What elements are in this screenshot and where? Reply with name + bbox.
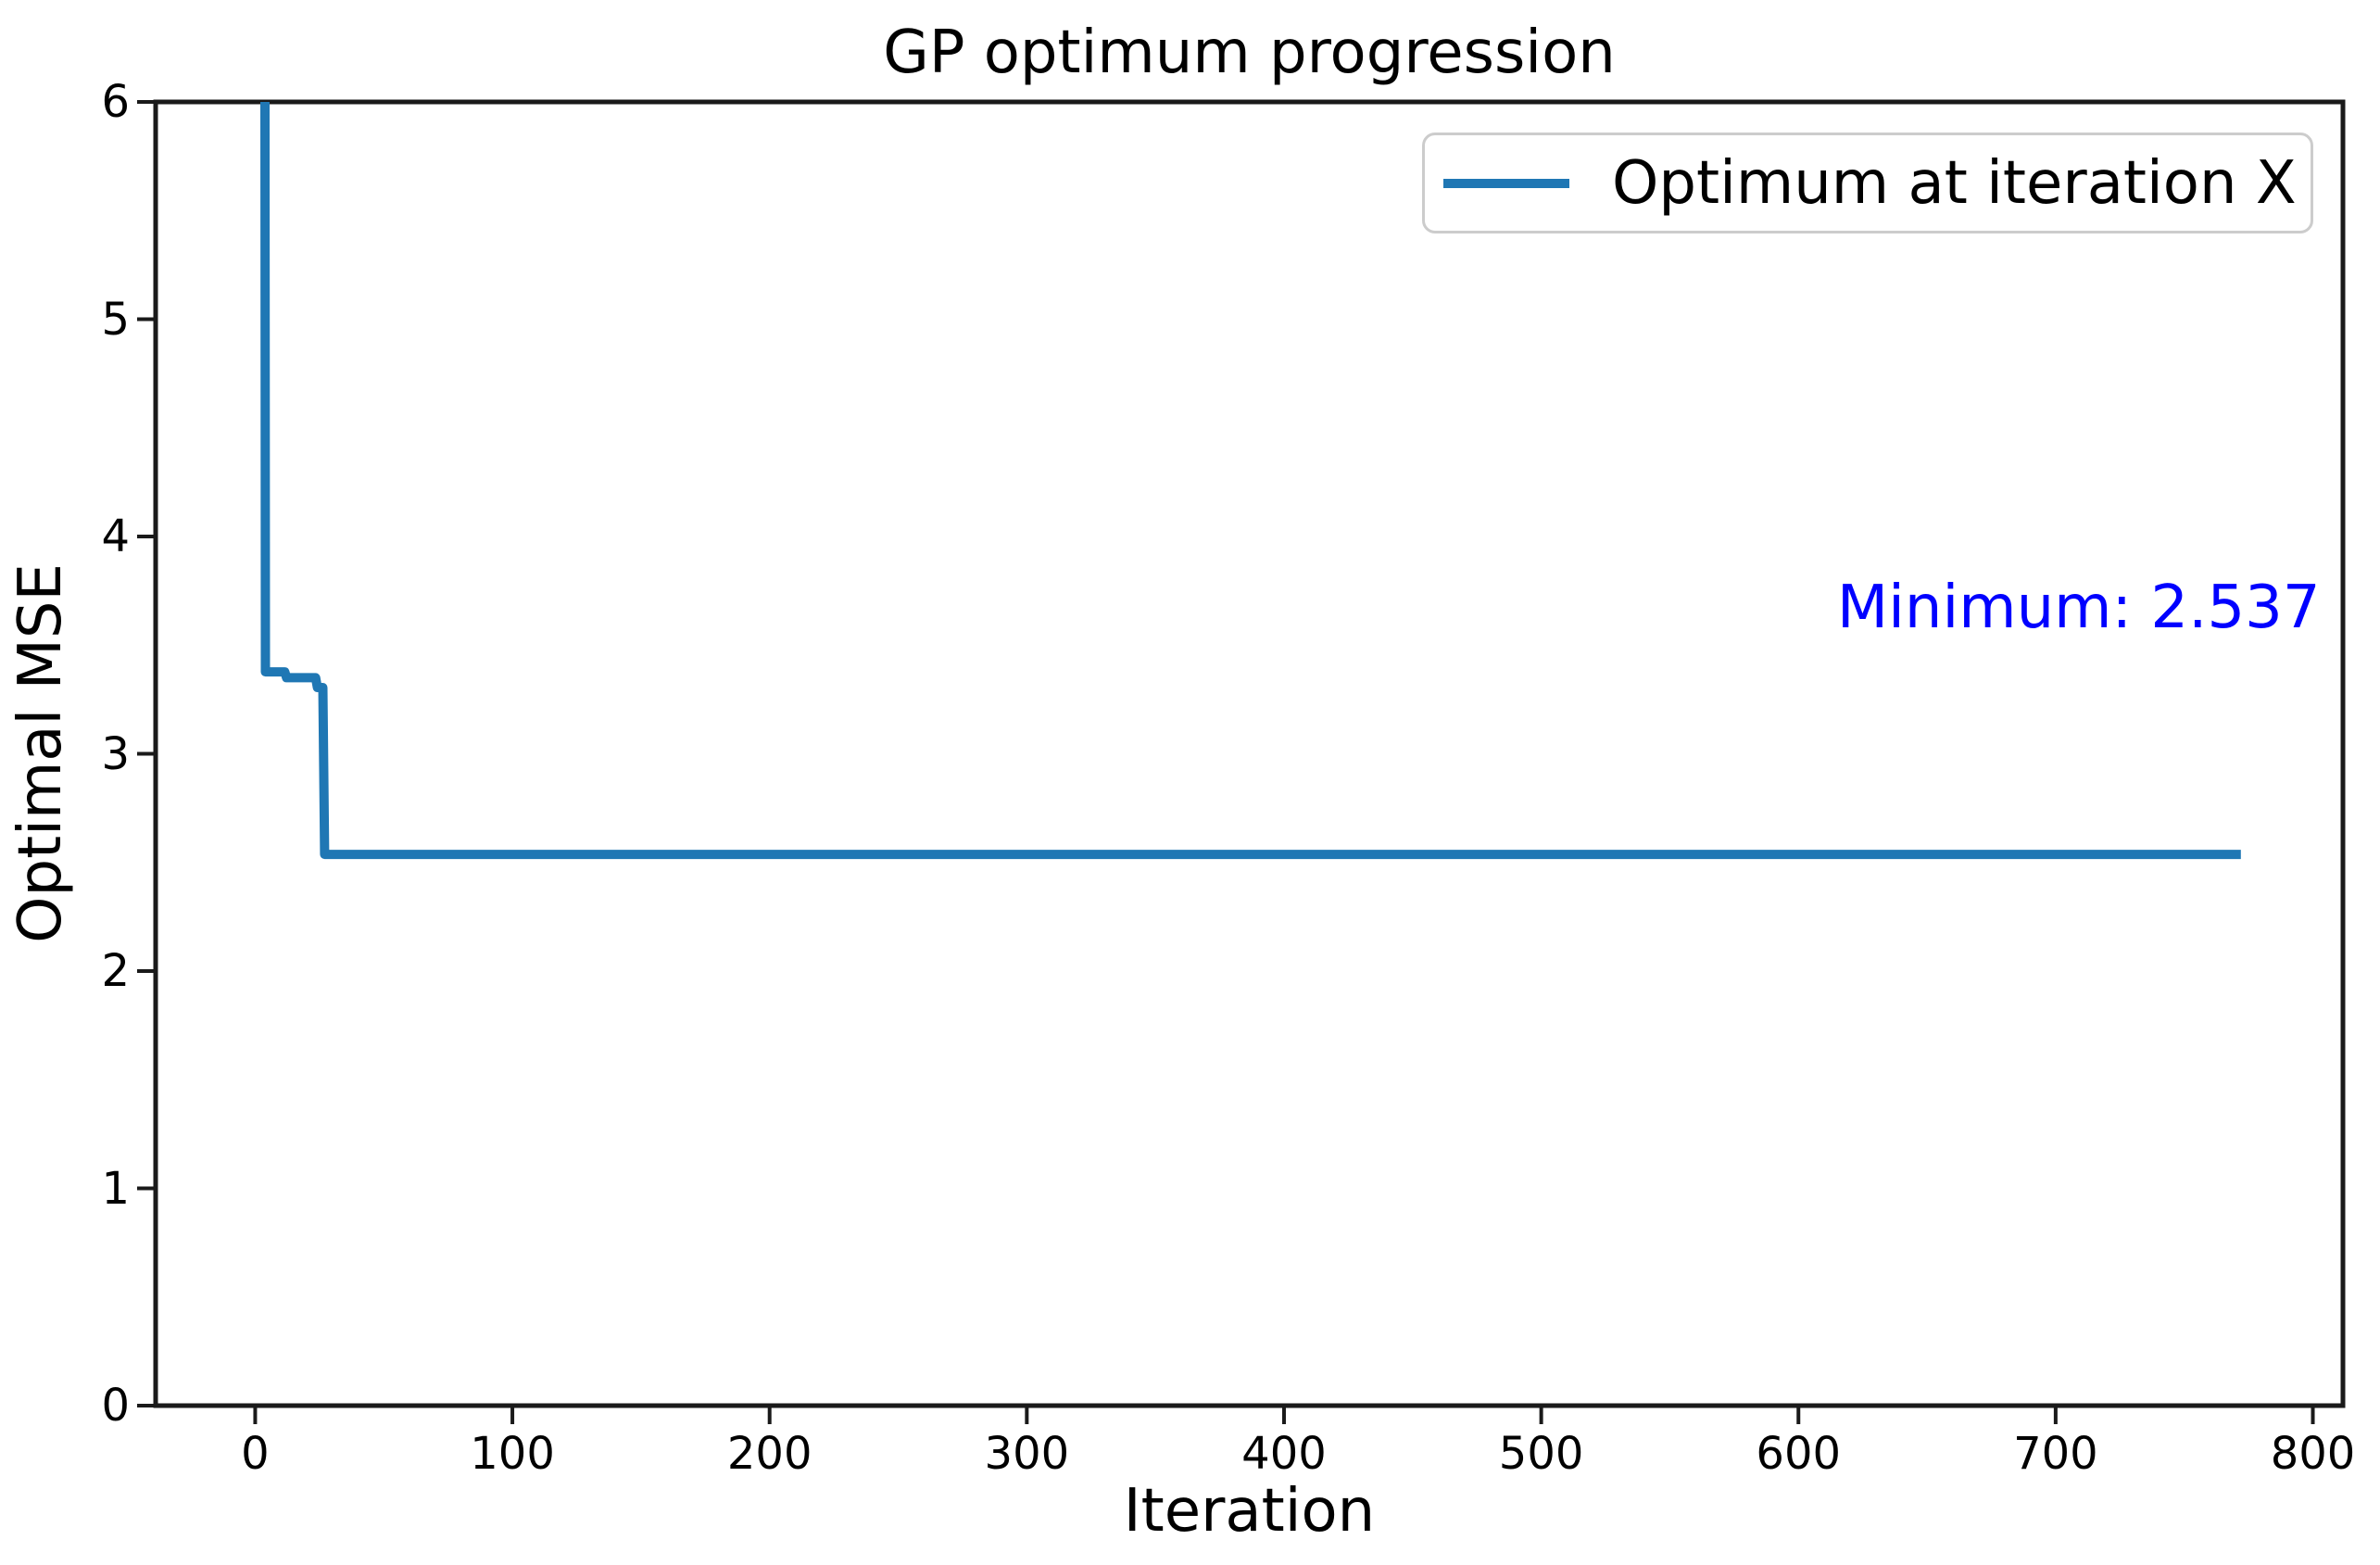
minimum-annotation: Minimum: 2.537 [1836, 574, 2321, 643]
axes-spines [153, 99, 2346, 1408]
x-tick-label: 600 [1756, 1428, 1842, 1480]
x-tick-label: 200 [726, 1428, 812, 1480]
chart-title: GP optimum progression [883, 19, 1616, 87]
y-tick-label: 6 [101, 76, 130, 128]
x-axis-label: Iteration [1123, 1477, 1376, 1546]
x-tick-label: 400 [1241, 1428, 1327, 1480]
x-tick-label: 300 [984, 1428, 1070, 1480]
x-tick-label: 0 [241, 1428, 270, 1480]
x-tick-label: 100 [470, 1428, 555, 1480]
x-tick-label: 500 [1498, 1428, 1584, 1480]
y-tick-label: 1 [101, 1162, 130, 1215]
x-tick-label: 800 [2270, 1428, 2356, 1480]
y-tick-label: 2 [101, 945, 130, 997]
legend: Optimum at iteration X [1422, 133, 2313, 233]
y-tick-label: 3 [101, 727, 130, 780]
y-tick-label: 0 [101, 1380, 130, 1432]
y-tick-label: 4 [101, 511, 130, 562]
series-line [260, 101, 2241, 860]
x-tick-label: 700 [2013, 1428, 2098, 1480]
y-tick-label: 5 [101, 293, 130, 346]
legend-entry-label: Optimum at iteration X [1612, 148, 2297, 218]
legend-line-sample-icon [1443, 178, 1569, 188]
